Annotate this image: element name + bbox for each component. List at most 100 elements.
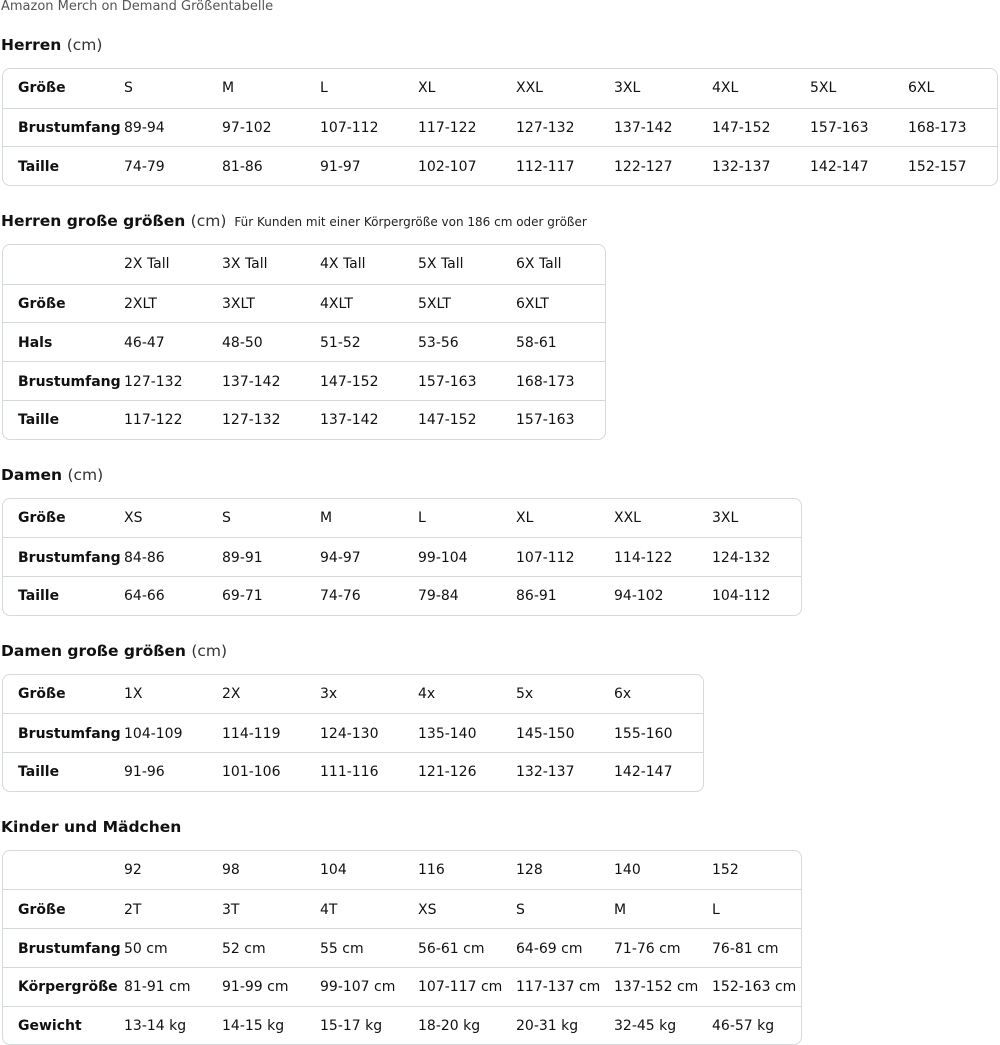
table-cell: L bbox=[712, 901, 720, 918]
table-cell: S bbox=[124, 80, 133, 97]
table-row: Körpergröße 81-91 cm 91-99 cm 99-107 cm 107-… bbox=[3, 966, 801, 1007]
table-cell: 94-102 bbox=[614, 588, 664, 605]
table-row: 92 98 104 116 128 140 152 bbox=[3, 851, 801, 890]
table-cell: 117-122 bbox=[124, 412, 183, 429]
table-cell: 91-96 bbox=[124, 764, 165, 781]
table-cell: 92 bbox=[124, 862, 142, 879]
table-cell: 97-102 bbox=[222, 120, 272, 137]
table-cell: 132-137 bbox=[712, 158, 771, 175]
table-cell: 142-147 bbox=[810, 158, 869, 175]
table-cell: 18-20 kg bbox=[418, 1017, 481, 1034]
section-heading: Damen (cm) bbox=[1, 465, 103, 484]
size-table: Größe XS S M L XL XXL 3XL Brustumfang 84-86 89-91 9… bbox=[2, 497, 802, 616]
table-cell: 114-122 bbox=[614, 549, 673, 566]
section-title: Damen große größen bbox=[1, 641, 186, 660]
table-cell: 81-91 cm bbox=[124, 979, 191, 996]
table-row: Brustumfang 84-86 89-91 94-97 99-104 107-112 1… bbox=[3, 537, 801, 577]
table-cell: 155-160 bbox=[614, 725, 673, 742]
size-table: Größe 1X 2X 3x 4x 5x 6x Brustumfang 104-109 114-1… bbox=[2, 673, 704, 792]
row-label: Taille bbox=[18, 588, 60, 605]
table-cell: 104-112 bbox=[712, 588, 771, 605]
table-cell: 5X Tall bbox=[418, 256, 464, 273]
table-cell: 74-76 bbox=[320, 588, 361, 605]
table-cell: 117-122 bbox=[418, 120, 477, 137]
table-cell: 6X Tall bbox=[516, 256, 562, 273]
row-label: Größe bbox=[18, 296, 66, 313]
table-cell: 69-71 bbox=[222, 588, 263, 605]
table-cell: 4x bbox=[418, 686, 436, 703]
table-cell: 124-130 bbox=[320, 725, 379, 742]
row-label: Taille bbox=[18, 764, 60, 781]
table-row: Brustumfang 104-109 114-119 124-130 135-140 1… bbox=[3, 713, 703, 753]
section-heading: Herren große größen (cm) Für Kunden mit e… bbox=[1, 212, 587, 231]
row-label: Brustumfang bbox=[18, 373, 121, 390]
table-cell: 3X Tall bbox=[222, 256, 268, 273]
table-row: Größe XS S M L XL XXL 3XL bbox=[3, 499, 801, 538]
table-row: Brustumfang 89-94 97-102 107-112 117-122 127-… bbox=[3, 107, 997, 148]
table-cell: 124-132 bbox=[712, 549, 771, 566]
table-cell: 104 bbox=[320, 862, 347, 879]
section-title: Kinder und Mädchen bbox=[1, 817, 182, 836]
table-cell: 6x bbox=[614, 686, 632, 703]
section-heading: Herren (cm) bbox=[1, 36, 103, 54]
table-cell: 137-142 bbox=[320, 412, 379, 429]
section-unit: (cm) bbox=[191, 641, 228, 660]
table-cell: XL bbox=[516, 509, 534, 526]
table-cell: 56-61 cm bbox=[418, 940, 485, 957]
table-cell: 142-147 bbox=[614, 764, 673, 781]
table-cell: 98 bbox=[222, 862, 240, 879]
table-cell: 2X bbox=[222, 686, 241, 703]
table-cell: 6XL bbox=[908, 80, 935, 97]
table-cell: 157-163 bbox=[516, 412, 575, 429]
table-cell: 55 cm bbox=[320, 940, 364, 957]
table-cell: 52 cm bbox=[222, 940, 266, 957]
table-cell: 48-50 bbox=[222, 334, 263, 351]
table-cell: 168-173 bbox=[908, 120, 967, 137]
table-cell: 79-84 bbox=[418, 588, 459, 605]
table-cell: 2X Tall bbox=[124, 256, 170, 273]
section-title: Damen bbox=[1, 465, 63, 484]
table-cell: 112-117 bbox=[516, 158, 575, 175]
row-label: Hals bbox=[18, 334, 53, 351]
table-row: Hals 46-47 48-50 51-52 53-56 58-61 bbox=[3, 322, 605, 362]
table-cell: 53-56 bbox=[418, 334, 459, 351]
section-unit: (cm) bbox=[66, 36, 103, 54]
table-cell: 50 cm bbox=[124, 940, 168, 957]
table-row: 2X Tall 3X Tall 4X Tall 5X Tall 6X Tall bbox=[3, 245, 605, 284]
table-row: Größe 1X 2X 3x 4x 5x 6x bbox=[3, 675, 703, 714]
table-cell: 89-91 bbox=[222, 549, 263, 566]
table-row: Taille 64-66 69-71 74-76 79-84 86-91 94-102 104… bbox=[3, 575, 801, 616]
table-cell: 116 bbox=[418, 862, 445, 879]
table-row: Gewicht 13-14 kg 14-15 kg 15-17 kg 18-20 kg 2… bbox=[3, 1005, 801, 1045]
section-heading: Damen große größen (cm) bbox=[1, 641, 228, 660]
row-label: Brustumfang bbox=[18, 940, 121, 957]
table-cell: 107-112 bbox=[516, 549, 575, 566]
table-cell: M bbox=[222, 80, 235, 97]
table-cell: 14-15 kg bbox=[222, 1017, 285, 1034]
table-cell: 91-97 bbox=[320, 158, 361, 175]
table-cell: XS bbox=[124, 509, 143, 526]
section-title: Herren große größen bbox=[1, 212, 186, 231]
table-cell: S bbox=[222, 509, 231, 526]
row-label: Brustumfang bbox=[18, 725, 121, 742]
table-cell: 127-132 bbox=[124, 373, 183, 390]
table-cell: 145-150 bbox=[516, 725, 575, 742]
table-cell: 127-132 bbox=[222, 412, 281, 429]
table-cell: 3XL bbox=[614, 80, 641, 97]
table-cell: 64-66 bbox=[124, 588, 165, 605]
table-cell: 147-152 bbox=[418, 412, 477, 429]
table-cell: M bbox=[614, 901, 627, 918]
table-row: Größe 2T 3T 4T XS S M L bbox=[3, 889, 801, 929]
table-cell: XXL bbox=[614, 509, 641, 526]
table-cell: S bbox=[516, 901, 525, 918]
table-cell: 6XLT bbox=[516, 296, 549, 313]
table-row: Taille 74-79 81-86 91-97 102-107 112-117 122-1… bbox=[3, 146, 997, 186]
table-cell: 2XLT bbox=[124, 296, 157, 313]
table-cell: 3XLT bbox=[222, 296, 255, 313]
table-cell: 64-69 cm bbox=[516, 940, 583, 957]
table-cell: 4X Tall bbox=[320, 256, 366, 273]
size-table: Größe S M L XL XXL 3XL 4XL 5XL 6XL Brustumfang 89-9… bbox=[2, 68, 998, 187]
row-label: Größe bbox=[18, 686, 66, 703]
table-cell: 20-31 kg bbox=[516, 1017, 579, 1034]
